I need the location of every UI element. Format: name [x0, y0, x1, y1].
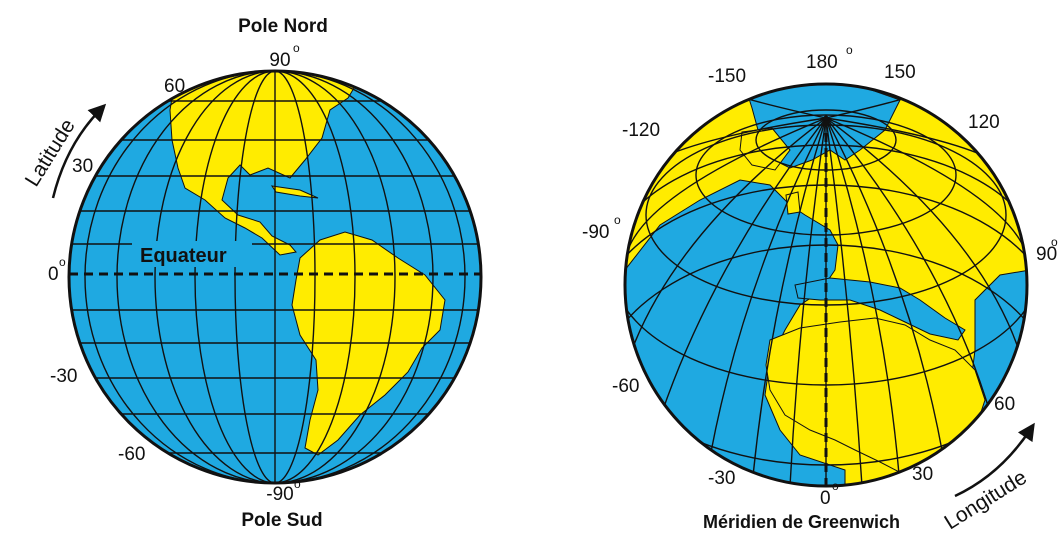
lon-0-label: 0 [820, 488, 831, 509]
equator-label-bg [132, 241, 252, 267]
lat-minus90-label: -90 [266, 484, 293, 505]
lon-30-label: 30 [912, 464, 933, 485]
lon-90-degree: o [1051, 235, 1058, 249]
lat-60-label: 60 [164, 76, 185, 97]
lon-minus90-label: -90 [582, 222, 609, 243]
right-globe: -150 180 o 150 -120 120 -90 o 90 o -60 6… [582, 43, 1058, 534]
iceland-land [785, 191, 801, 215]
lon-0-degree: o [832, 479, 839, 493]
north-pole-point [823, 115, 829, 121]
lon-180-label: 180 [806, 52, 838, 73]
lon-180-degree: o [846, 43, 853, 57]
lon-minus90-degree: o [614, 213, 621, 227]
north-pole-label: Pole Nord [238, 16, 328, 37]
equator-label: Equateur [140, 245, 227, 267]
mediterranean-sea [794, 277, 966, 341]
lat-minus90-degree: o [294, 477, 301, 491]
lat-90-label: 90 [269, 50, 290, 71]
lon-minus150-label: -150 [708, 66, 746, 87]
lon-minus60-label: -60 [612, 376, 639, 397]
lon-90-label: 90 [1036, 244, 1057, 265]
lat-90-degree: o [293, 41, 300, 55]
lon-60-label: 60 [994, 394, 1015, 415]
north-america-land [169, 71, 361, 256]
left-globe-outline [67, 69, 483, 485]
lat-30-label: 30 [72, 156, 93, 177]
lat-0-label: 0 [48, 264, 59, 285]
latitude-arrow [51, 103, 107, 199]
left-globe: Pole Nord 90 o 60 30 0 o -30 -60 -90 o P… [21, 16, 483, 531]
latitude-label: Latitude [21, 115, 80, 191]
lon-minus120-label: -120 [622, 120, 660, 141]
longitude-arrow [954, 422, 1035, 498]
south-pole-label: Pole Sud [241, 510, 322, 531]
lat-minus30-label: -30 [50, 366, 77, 387]
right-globe-outline [623, 82, 1029, 488]
greenwich-meridian-label: Méridien de Greenwich [703, 512, 900, 532]
lat-minus60-label: -60 [118, 444, 145, 465]
indian-ocean [969, 269, 1027, 481]
lat-0-degree: o [59, 255, 66, 269]
lon-minus30-label: -30 [708, 468, 735, 489]
lon-120-label: 120 [968, 112, 1000, 133]
lon-150-label: 150 [884, 62, 916, 83]
